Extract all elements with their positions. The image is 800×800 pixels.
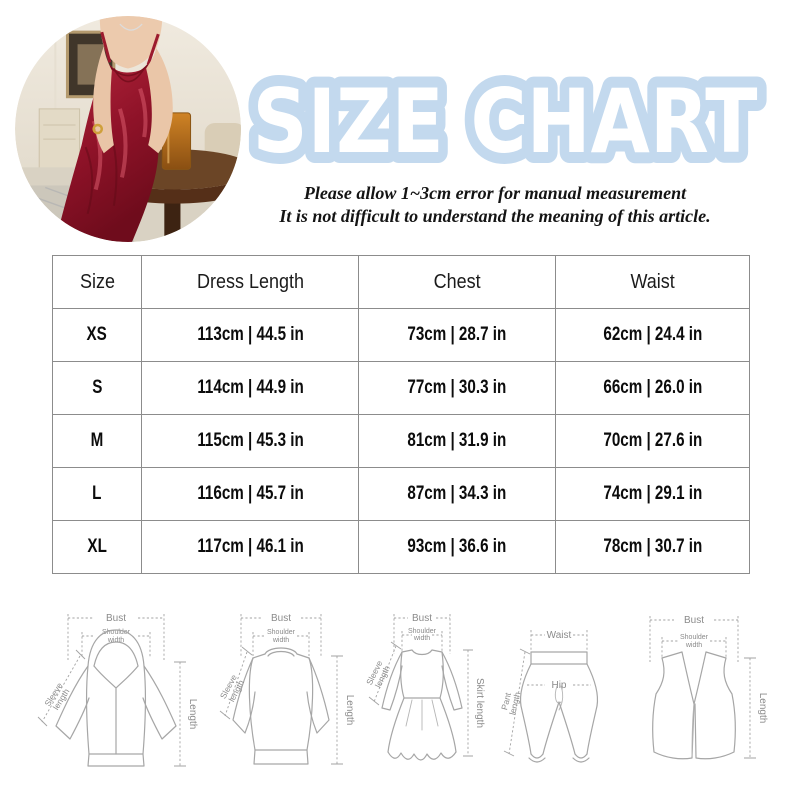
cell-chest: 77cm | 30.3 in (357, 361, 557, 415)
cell-waist: 66cm | 26.0 in (555, 361, 750, 415)
length-label: Length (344, 695, 355, 726)
cell-dress-length: 117cm | 46.1 in (141, 520, 359, 574)
bust-label: Bust (411, 613, 431, 624)
diagram-hoodie: Bust Shoulder width Sleeve length Length (37, 613, 198, 767)
cell-size: M (51, 414, 143, 468)
svg-text:width: width (107, 637, 124, 644)
subtitle-line-2: It is not difficult to understand the me… (279, 206, 711, 226)
header-dress-length: Dress Length (141, 255, 359, 309)
model-photo (15, 16, 241, 242)
diagram-pants: Waist Hip Pant length (499, 630, 599, 763)
cell-chest: 81cm | 31.9 in (357, 414, 557, 468)
diagram-vest: Bust Shoulder width Length (649, 615, 768, 760)
table-row-l: L 116cm | 45.7 in 87cm | 34.3 in 74cm | … (51, 467, 750, 521)
header-size: Size (51, 255, 143, 309)
header-waist: Waist (555, 255, 750, 309)
table-row-m: M 115cm | 45.3 in 81cm | 31.9 in 70cm | … (51, 414, 750, 468)
cell-chest: 93cm | 36.6 in (357, 520, 557, 574)
shoulder-width-label: Shoulder (102, 629, 131, 636)
necklace (119, 23, 143, 31)
cell-size: XL (51, 520, 143, 574)
table-row-xs: XS 113cm | 44.5 in 73cm | 28.7 in 62cm |… (51, 308, 750, 362)
cell-dress-length: 115cm | 45.3 in (141, 414, 359, 468)
svg-text:Pant: Pant (499, 691, 513, 711)
dress-straps (100, 31, 160, 65)
svg-text:Length: Length (344, 695, 355, 726)
cell-waist: 62cm | 24.4 in (555, 308, 750, 362)
chair (38, 108, 81, 172)
cell-dress-length: 116cm | 45.7 in (141, 467, 359, 521)
cell-waist: 74cm | 29.1 in (555, 467, 750, 521)
svg-text:Length: Length (187, 699, 198, 730)
left-arm (93, 46, 114, 154)
model-photo-illustration (15, 16, 241, 242)
svg-text:width: width (685, 642, 702, 649)
sleeve-length-label: Sleeve length (218, 673, 246, 704)
pant-length-label: Pant length (499, 691, 522, 716)
table-row-s: S 114cm | 44.9 in 77cm | 30.3 in 66cm | … (51, 361, 750, 415)
cell-size: S (51, 361, 143, 415)
bust-label: Bust (106, 613, 126, 624)
svg-text:Length: Length (757, 693, 768, 724)
right-arm (146, 48, 173, 154)
skirt-length-label: Skirt length (474, 678, 485, 728)
svg-text:width: width (272, 637, 289, 644)
table-header-row: Size Dress Length Chest Waist (51, 255, 750, 309)
subtitle-line-1: Please allow 1~3cm error for manual meas… (303, 183, 687, 203)
subtitle: Please allow 1~3cm error for manual meas… (250, 182, 740, 228)
cell-chest: 87cm | 34.3 in (357, 467, 557, 521)
shoulder-width-label: Shoulder (407, 628, 436, 635)
size-table: Size Dress Length Chest Waist XS 113cm |… (51, 255, 750, 574)
shoulder-width-label: Shoulder (267, 629, 296, 636)
header-chest: Chest (357, 255, 557, 309)
model-skin (99, 16, 163, 69)
red-dress (55, 60, 159, 242)
diagram-dress: Bust Shoulder width Sleeve length Skirt … (364, 613, 485, 761)
length-label: Length (187, 699, 198, 730)
bust-label: Bust (271, 613, 291, 624)
page-title-text: SIZE CHART (253, 70, 758, 173)
shoulder-width-label: Shoulder (680, 634, 709, 641)
length-label: Length (757, 693, 768, 724)
cell-dress-length: 113cm | 44.5 in (141, 308, 359, 362)
cell-chest: 73cm | 28.7 in (357, 308, 557, 362)
svg-text:Skirt length: Skirt length (474, 678, 485, 728)
sleeve-length-label: Sleeve length (42, 681, 71, 712)
waist-label: Waist (547, 630, 572, 641)
measurement-diagrams: Bust Shoulder width Sleeve length Length (28, 606, 776, 796)
cell-waist: 70cm | 27.6 in (555, 414, 750, 468)
hip-label: Hip (552, 680, 567, 691)
cell-waist: 78cm | 30.7 in (555, 520, 750, 574)
diagram-sweatshirt: Bust Shoulder width Sleeve length Length (218, 613, 355, 765)
gold-bracelet (92, 123, 104, 135)
page-title: SIZE CHART (242, 60, 769, 180)
table-row-xl: XL 117cm | 46.1 in 93cm | 36.6 in 78cm |… (51, 520, 750, 574)
cell-size: XS (51, 308, 143, 362)
cell-dress-length: 114cm | 44.9 in (141, 361, 359, 415)
cell-size: L (51, 467, 143, 521)
svg-text:width: width (412, 635, 429, 642)
bust-label: Bust (684, 615, 704, 626)
